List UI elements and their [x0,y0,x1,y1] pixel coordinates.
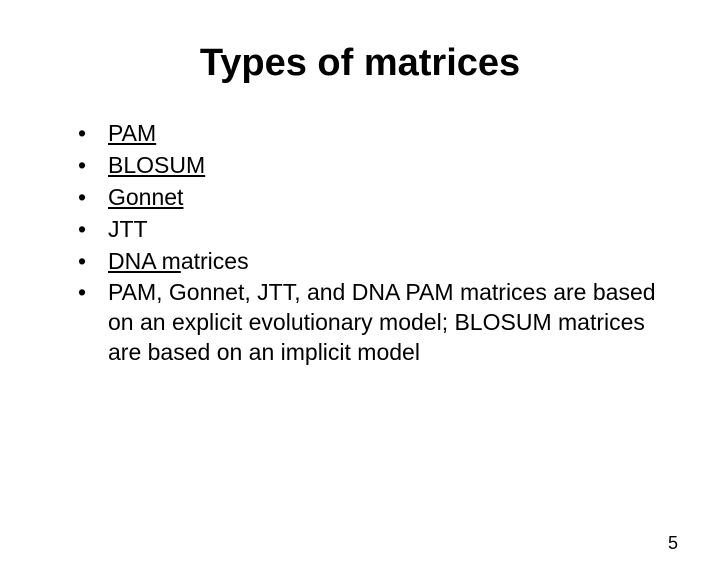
text-description: PAM, Gonnet, JTT, and DNA PAM matrices a… [108,279,656,365]
bullet-list: PAM BLOSUM Gonnet JTT DNA matrices PAM, … [0,119,720,368]
text-jtt: JTT [108,216,148,242]
link-blosum[interactable]: BLOSUM [108,152,205,178]
page-number: 5 [668,533,678,554]
text-dna-suffix: atrices [181,248,249,274]
link-gonnet[interactable]: Gonnet [108,184,183,210]
link-dna-matrices[interactable]: DNA m [108,248,181,274]
list-item: Gonnet [78,183,680,213]
list-item: BLOSUM [78,151,680,181]
slide-title: Types of matrices [0,42,720,85]
list-item: PAM, Gonnet, JTT, and DNA PAM matrices a… [78,278,680,368]
list-item: DNA matrices [78,247,680,277]
link-pam[interactable]: PAM [108,120,156,146]
list-item: JTT [78,215,680,245]
list-item: PAM [78,119,680,149]
